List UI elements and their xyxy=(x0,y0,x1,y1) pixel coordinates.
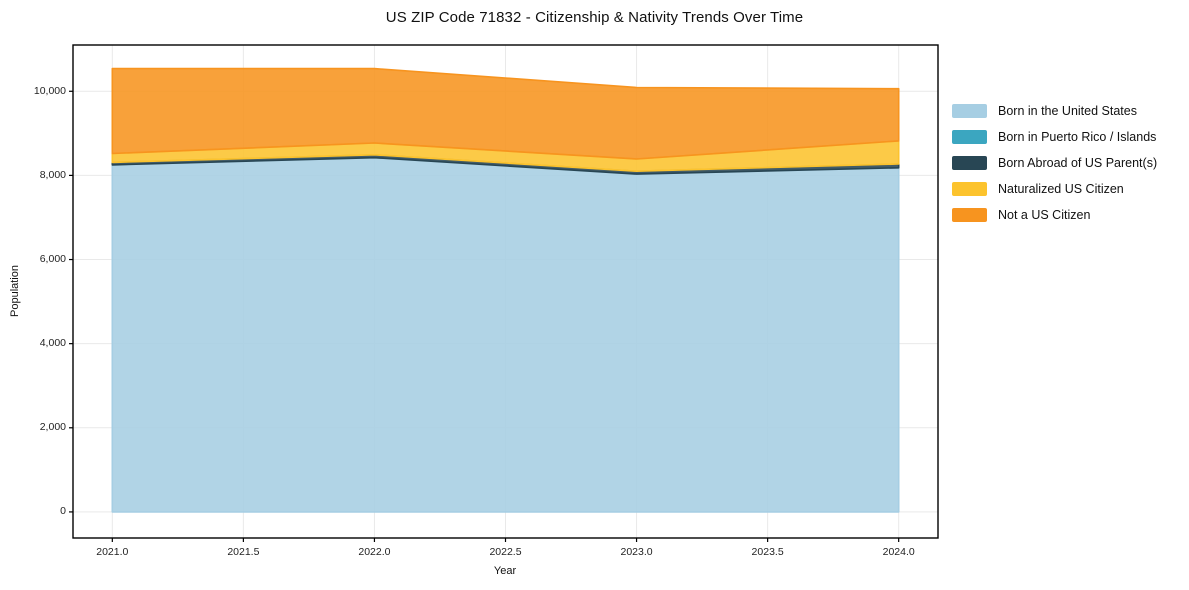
y-tick-label: 4,000 xyxy=(39,337,66,350)
legend-item: Born in Puerto Rico / Islands xyxy=(952,130,1157,144)
x-tick-label: 2021.5 xyxy=(227,546,260,558)
legend-label: Born in the United States xyxy=(998,104,1137,118)
legend-item: Not a US Citizen xyxy=(952,208,1157,222)
legend-label: Born Abroad of US Parent(s) xyxy=(998,156,1158,170)
x-axis-label: Year xyxy=(493,565,517,577)
y-tick-label: 2,000 xyxy=(39,421,66,434)
legend-swatch-icon xyxy=(952,130,987,144)
legend-label: Naturalized US Citizen xyxy=(998,182,1124,196)
y-tick-label: 10,000 xyxy=(33,84,66,97)
area-series-4 xyxy=(111,67,900,160)
area-series-0 xyxy=(111,156,900,513)
x-tick-label: 2023.5 xyxy=(751,546,784,558)
y-tick-label: 6,000 xyxy=(39,253,66,266)
legend-swatch-icon xyxy=(952,208,987,222)
chart-title: US ZIP Code 71832 - Citizenship & Nativi… xyxy=(385,9,804,26)
legend: Born in the United States Born in Puerto … xyxy=(952,104,1157,222)
legend-swatch-icon xyxy=(952,182,987,196)
legend-label: Not a US Citizen xyxy=(998,208,1091,222)
y-axis-label: Population xyxy=(9,265,21,317)
legend-swatch-icon xyxy=(952,156,987,170)
x-tick-label: 2023.0 xyxy=(620,546,653,558)
x-tick-label: 2022.5 xyxy=(489,546,522,558)
legend-item: Naturalized US Citizen xyxy=(952,182,1157,196)
legend-item: Born in the United States xyxy=(952,104,1157,118)
legend-item: Born Abroad of US Parent(s) xyxy=(952,156,1157,170)
y-tick-label: 8,000 xyxy=(39,168,66,181)
x-tick-label: 2021.0 xyxy=(96,546,129,558)
x-tick-label: 2022.0 xyxy=(358,546,391,558)
legend-swatch-icon xyxy=(952,104,987,118)
x-tick-label: 2024.0 xyxy=(882,546,915,558)
y-tick-label: 0 xyxy=(60,505,66,518)
legend-label: Born in Puerto Rico / Islands xyxy=(998,130,1157,144)
